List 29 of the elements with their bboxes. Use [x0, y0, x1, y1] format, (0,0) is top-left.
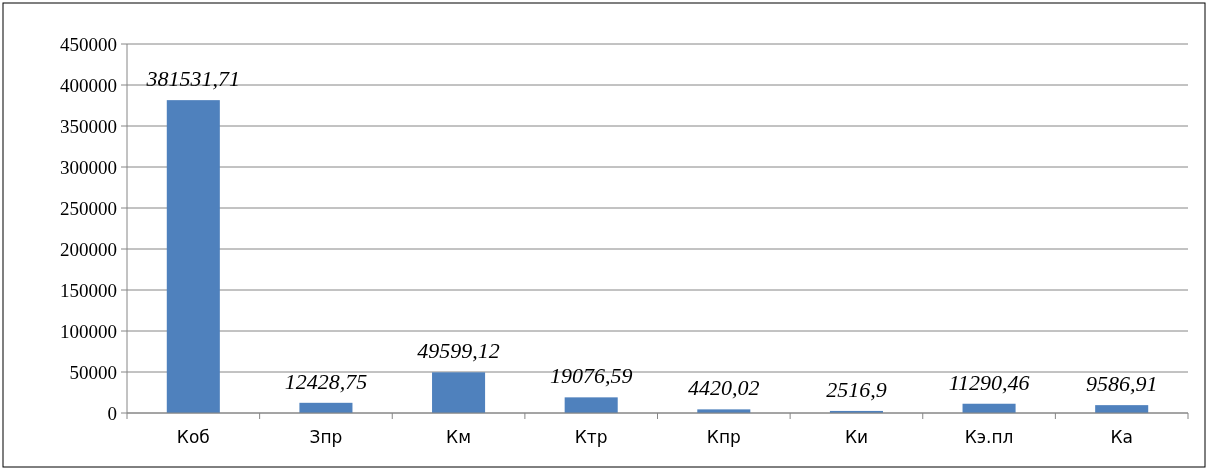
y-tick-label: 400000 — [60, 74, 117, 96]
x-tick-label: Кэ.пл — [964, 427, 1014, 447]
y-tick-label: 200000 — [60, 238, 117, 260]
y-tick-label: 450000 — [60, 33, 117, 55]
y-tick-label: 150000 — [60, 279, 117, 301]
y-tick-label: 50000 — [69, 361, 117, 383]
bar — [166, 100, 220, 413]
y-tick-label: 0 — [107, 402, 117, 424]
x-tick-label: Кпр — [706, 427, 741, 447]
data-label: 2516,9 — [826, 376, 887, 402]
data-label: 49599,12 — [417, 338, 500, 364]
data-label: 12428,75 — [284, 368, 368, 394]
x-tick-label: Ктр — [574, 427, 608, 447]
x-tick-label: Зпр — [309, 427, 343, 447]
data-label: 19076,59 — [549, 363, 633, 389]
data-label: 9586,91 — [1085, 371, 1158, 397]
data-label: 4420,02 — [688, 375, 760, 401]
x-tick-label: Коб — [176, 427, 210, 447]
y-tick-label: 100000 — [60, 320, 117, 342]
data-label: 381531,71 — [145, 66, 241, 92]
y-tick-label: 250000 — [60, 197, 117, 219]
y-tick-label: 300000 — [60, 156, 117, 178]
bar — [564, 397, 618, 413]
y-tick-label: 350000 — [60, 115, 117, 137]
x-tick-label: Ка — [1110, 427, 1133, 447]
data-label: 11290,46 — [948, 369, 1030, 395]
x-tick-label: Км — [446, 427, 472, 447]
bar — [432, 372, 486, 413]
x-tick-label: Ки — [844, 427, 868, 447]
